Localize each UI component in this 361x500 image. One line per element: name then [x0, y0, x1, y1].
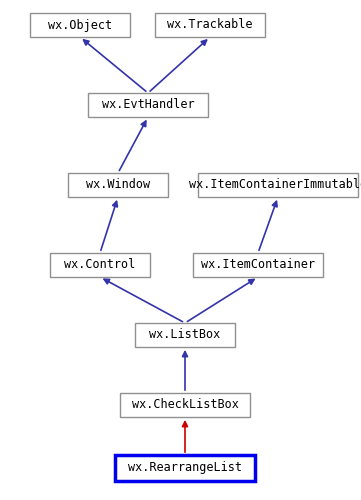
Bar	[120, 393, 250, 417]
Text: wx.Control: wx.Control	[64, 258, 136, 272]
Text: wx.Window: wx.Window	[86, 178, 150, 192]
Text: wx.RearrangeList: wx.RearrangeList	[128, 462, 242, 474]
Bar	[68, 173, 168, 197]
Bar	[198, 173, 358, 197]
Bar	[88, 93, 208, 117]
Bar	[155, 13, 265, 37]
Text: wx.Object: wx.Object	[48, 18, 112, 32]
Bar	[115, 455, 255, 481]
Bar	[135, 323, 235, 347]
Text: wx.ItemContainer: wx.ItemContainer	[201, 258, 315, 272]
Text: wx.ItemContainerImmutable: wx.ItemContainerImmutable	[189, 178, 361, 192]
Text: wx.CheckListBox: wx.CheckListBox	[131, 398, 238, 411]
Bar	[30, 13, 130, 37]
Text: wx.EvtHandler: wx.EvtHandler	[102, 98, 194, 112]
Bar	[50, 253, 150, 277]
Bar	[193, 253, 323, 277]
Text: wx.ListBox: wx.ListBox	[149, 328, 221, 342]
Text: wx.Trackable: wx.Trackable	[167, 18, 253, 32]
